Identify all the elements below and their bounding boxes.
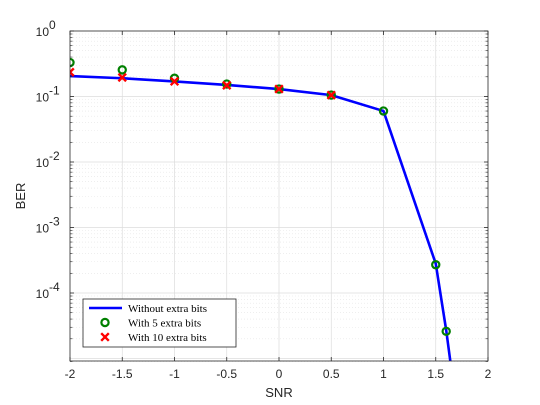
y-axis-label: BER [13, 183, 28, 210]
x-axis-label: SNR [265, 385, 292, 400]
point-5-extra-bits [326, 90, 336, 100]
point-5-extra-bits [117, 65, 127, 75]
legend-marker-swatch [100, 317, 110, 328]
y-tick-label: 10 -4 [36, 280, 60, 301]
point-5-extra-bits [378, 106, 389, 116]
point-5-extra-bits [222, 79, 232, 89]
legend-entry-label: Without extra bits [128, 303, 207, 315]
svg-text:-4: -4 [49, 280, 60, 294]
point-5-extra-bits [431, 260, 441, 270]
svg-text:10: 10 [36, 287, 50, 301]
x-tick-label: 2 [485, 367, 492, 381]
legend-marker-swatch [100, 332, 110, 342]
legend: Without extra bits With 5 extra bits With … [82, 298, 237, 348]
point-10-extra-bits [274, 84, 284, 94]
point-10-extra-bits [169, 76, 180, 87]
svg-text:-3: -3 [49, 215, 60, 229]
point-10-extra-bits [326, 90, 336, 100]
svg-text:-1: -1 [49, 84, 60, 98]
svg-text:-2: -2 [49, 149, 60, 163]
point-10-extra-bits [222, 80, 232, 90]
y-tick-label: 10 -2 [36, 149, 60, 170]
point-5-extra-bits [441, 326, 451, 337]
svg-text:10: 10 [36, 25, 50, 39]
svg-text:10: 10 [36, 91, 50, 105]
x-tick-label: -1 [169, 367, 180, 381]
legend-entry-label: With 5 extra bits [128, 318, 201, 330]
y-tick-label: 10 -3 [36, 215, 60, 236]
x-tick-label: 1 [380, 367, 387, 381]
series-line-without-extra-bits [70, 74, 452, 361]
point-10-extra-bits [117, 72, 127, 83]
y-tick-label: 10 0 [36, 18, 56, 39]
x-tick-label: -2 [65, 367, 76, 381]
svg-text:0: 0 [49, 18, 56, 32]
x-tick-label: 0.5 [323, 367, 340, 381]
y-tick-label: 10 -1 [36, 84, 60, 105]
point-10-extra-bits [70, 67, 75, 77]
x-tick-label: 0 [276, 367, 283, 381]
x-tick-label: -1.5 [112, 367, 133, 381]
series-layer [70, 57, 452, 361]
svg-text:10: 10 [36, 222, 50, 236]
x-tick-label: 1.5 [427, 367, 444, 381]
svg-text:10: 10 [36, 156, 50, 170]
point-5-extra-bits [274, 84, 284, 94]
x-tick-label: -0.5 [216, 367, 237, 381]
legend-entry-label: With 10 extra bits [128, 332, 207, 344]
